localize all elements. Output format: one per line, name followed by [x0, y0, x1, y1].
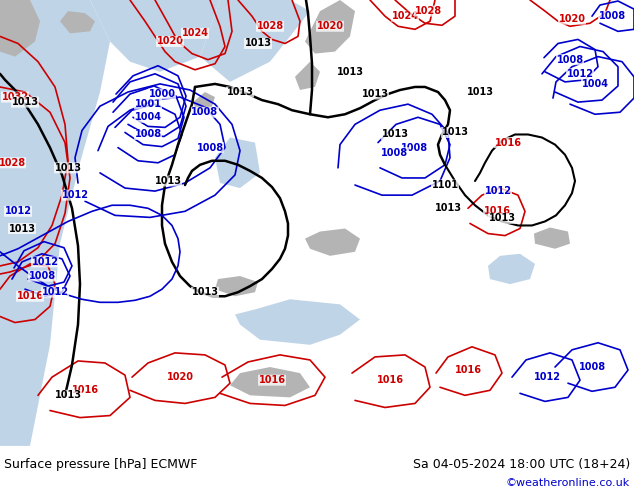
Polygon shape: [488, 254, 535, 284]
Text: 1020: 1020: [316, 21, 344, 31]
Text: 1013: 1013: [361, 89, 389, 99]
Polygon shape: [60, 11, 95, 33]
Text: 1101: 1101: [432, 180, 458, 190]
Polygon shape: [534, 227, 570, 249]
Polygon shape: [295, 62, 320, 90]
Text: 1013: 1013: [245, 39, 271, 49]
Text: 1013: 1013: [489, 214, 515, 223]
Text: 1016: 1016: [259, 375, 285, 385]
Polygon shape: [230, 367, 310, 397]
Text: 1000: 1000: [148, 89, 176, 99]
Text: 1012: 1012: [32, 257, 58, 267]
Text: 1008: 1008: [134, 129, 162, 140]
Text: 1001: 1001: [134, 99, 162, 109]
Text: 1016: 1016: [455, 365, 481, 375]
Text: 1028: 1028: [0, 158, 25, 168]
Text: 1013: 1013: [8, 223, 36, 234]
Polygon shape: [0, 0, 40, 57]
Text: 1013: 1013: [55, 391, 82, 400]
Text: 1008: 1008: [401, 143, 429, 152]
Polygon shape: [0, 0, 110, 446]
Text: 1028: 1028: [415, 6, 441, 16]
Text: 1004: 1004: [581, 79, 609, 89]
Text: 1008: 1008: [578, 362, 605, 372]
Text: 1012: 1012: [4, 206, 32, 216]
Text: Sa 04-05-2024 18:00 UTC (18+24): Sa 04-05-2024 18:00 UTC (18+24): [413, 458, 630, 471]
Text: 1012: 1012: [41, 287, 68, 297]
Text: 1016: 1016: [16, 291, 44, 301]
Text: 1013: 1013: [191, 287, 219, 297]
Text: 1008: 1008: [29, 271, 56, 281]
Text: 1032: 1032: [1, 92, 29, 102]
Text: 1016: 1016: [495, 138, 522, 147]
Polygon shape: [215, 276, 258, 296]
Text: 1028: 1028: [256, 21, 283, 31]
Text: Surface pressure [hPa] ECMWF: Surface pressure [hPa] ECMWF: [4, 458, 197, 471]
Text: 1013: 1013: [467, 87, 493, 97]
Text: 1013: 1013: [11, 97, 39, 107]
Text: 1013: 1013: [434, 203, 462, 213]
Polygon shape: [90, 0, 220, 72]
Polygon shape: [215, 138, 260, 188]
Text: 1013: 1013: [226, 87, 254, 97]
Text: 1013: 1013: [155, 176, 181, 186]
Polygon shape: [305, 228, 360, 256]
Text: 1013: 1013: [441, 127, 469, 138]
Text: 1012: 1012: [61, 190, 89, 200]
Text: 1012: 1012: [567, 69, 593, 79]
Polygon shape: [200, 0, 310, 82]
Text: 1013: 1013: [55, 163, 82, 173]
Text: 1013: 1013: [382, 129, 408, 140]
Text: 1008: 1008: [557, 55, 583, 65]
Text: 1020: 1020: [559, 14, 586, 24]
Text: 1024: 1024: [181, 28, 209, 38]
Text: 1008: 1008: [382, 147, 408, 158]
Text: 1012: 1012: [533, 372, 560, 382]
Polygon shape: [193, 92, 215, 114]
Text: 1016: 1016: [484, 206, 510, 216]
Text: 1008: 1008: [197, 143, 224, 152]
Text: 1008: 1008: [191, 107, 219, 117]
Polygon shape: [305, 0, 355, 53]
Text: 1016: 1016: [72, 385, 98, 395]
Text: ©weatheronline.co.uk: ©weatheronline.co.uk: [506, 478, 630, 488]
Text: 1012: 1012: [484, 186, 512, 196]
Text: 1013: 1013: [337, 67, 363, 77]
Text: 1016: 1016: [377, 375, 403, 385]
Text: 1024: 1024: [392, 11, 418, 21]
Text: 1008: 1008: [598, 11, 626, 21]
Text: 1020: 1020: [167, 372, 193, 382]
Polygon shape: [235, 299, 360, 345]
Text: 1004: 1004: [134, 112, 162, 122]
Text: 1020: 1020: [157, 36, 183, 47]
